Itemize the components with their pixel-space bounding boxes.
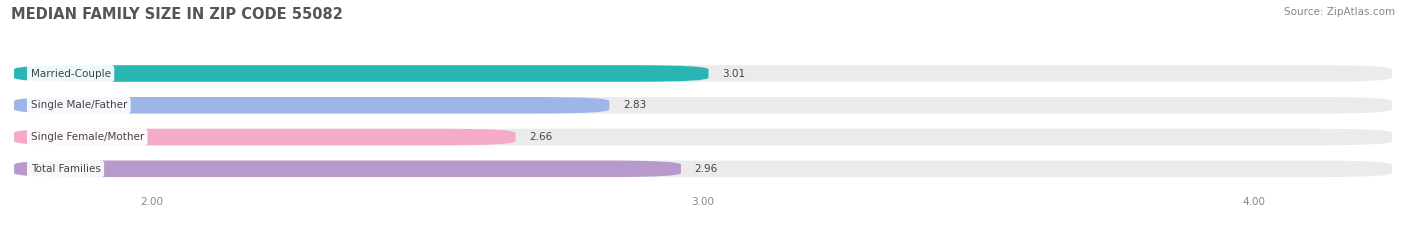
Text: 2.66: 2.66 [530, 132, 553, 142]
Text: Single Female/Mother: Single Female/Mother [31, 132, 143, 142]
Text: Single Male/Father: Single Male/Father [31, 100, 127, 110]
FancyBboxPatch shape [14, 161, 1392, 177]
Text: 2.83: 2.83 [623, 100, 647, 110]
FancyBboxPatch shape [14, 129, 1392, 145]
Text: Married-Couple: Married-Couple [31, 69, 111, 79]
Text: Total Families: Total Families [31, 164, 100, 174]
FancyBboxPatch shape [14, 65, 709, 82]
Text: Source: ZipAtlas.com: Source: ZipAtlas.com [1284, 7, 1395, 17]
FancyBboxPatch shape [14, 97, 1392, 113]
Text: MEDIAN FAMILY SIZE IN ZIP CODE 55082: MEDIAN FAMILY SIZE IN ZIP CODE 55082 [11, 7, 343, 22]
FancyBboxPatch shape [14, 65, 1392, 82]
Text: 2.96: 2.96 [695, 164, 718, 174]
FancyBboxPatch shape [14, 161, 681, 177]
FancyBboxPatch shape [14, 129, 516, 145]
FancyBboxPatch shape [14, 97, 609, 113]
Text: 3.01: 3.01 [723, 69, 745, 79]
